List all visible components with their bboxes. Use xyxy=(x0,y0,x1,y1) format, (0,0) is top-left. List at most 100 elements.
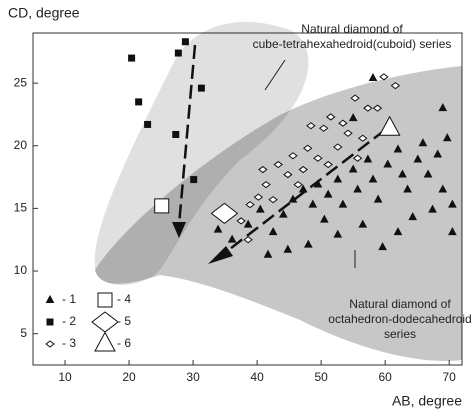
annotation-line: Natural diamond of xyxy=(301,22,403,36)
point xyxy=(348,164,358,173)
point xyxy=(181,38,189,46)
point xyxy=(448,199,457,208)
legend-marker xyxy=(45,340,55,348)
point xyxy=(283,244,293,253)
plot-frame xyxy=(32,32,463,366)
point xyxy=(390,81,401,90)
y-tick-label: 5 xyxy=(20,326,27,340)
point xyxy=(323,160,333,169)
legend-label: - 1 xyxy=(62,292,76,306)
point xyxy=(319,214,329,223)
point xyxy=(350,94,360,102)
legend-label: - 4 xyxy=(117,292,131,306)
point xyxy=(255,204,265,213)
point xyxy=(442,133,452,142)
x-tick-label: 40 xyxy=(250,370,264,384)
legend-marker xyxy=(94,331,116,352)
point xyxy=(279,209,288,218)
point xyxy=(393,144,403,153)
annotation-line: series xyxy=(384,327,416,341)
arrow-head xyxy=(172,222,186,238)
arrow-head xyxy=(208,246,233,264)
point xyxy=(368,73,378,82)
point xyxy=(352,154,363,162)
point xyxy=(372,104,383,112)
point xyxy=(326,113,336,121)
point xyxy=(428,204,437,213)
x-tick-label: 30 xyxy=(186,370,200,384)
point xyxy=(243,219,253,228)
cuboid-region xyxy=(94,21,309,285)
x-tick-label: 60 xyxy=(378,370,392,384)
point xyxy=(258,165,268,174)
point xyxy=(433,149,443,158)
point xyxy=(306,122,316,130)
point xyxy=(343,129,353,137)
point xyxy=(313,154,323,162)
point xyxy=(393,227,403,236)
point xyxy=(379,73,389,81)
point xyxy=(227,234,237,243)
point xyxy=(268,195,278,204)
x-tick-label: 20 xyxy=(122,370,136,384)
point xyxy=(438,184,448,193)
point xyxy=(253,193,264,201)
point xyxy=(418,138,428,147)
y-axis-label: CD, degree xyxy=(8,5,80,21)
point xyxy=(333,174,343,183)
point xyxy=(408,212,418,221)
legend-marker xyxy=(46,318,54,326)
point xyxy=(373,194,383,203)
x-tick-label: 10 xyxy=(58,370,72,384)
point xyxy=(313,179,323,188)
point xyxy=(273,160,283,169)
annotation-line: octahedron-dodecahedroid xyxy=(328,312,471,326)
point xyxy=(403,184,412,193)
point xyxy=(363,154,373,163)
point xyxy=(338,119,348,127)
point xyxy=(288,152,298,160)
legend-label: - 6 xyxy=(117,336,131,350)
octahedral-region xyxy=(95,66,462,361)
x-tick-label: 70 xyxy=(443,370,457,384)
point xyxy=(398,169,407,178)
point xyxy=(245,201,255,209)
point xyxy=(293,180,303,189)
point xyxy=(283,170,293,179)
point xyxy=(128,54,136,62)
y-tick-label: 20 xyxy=(14,138,28,152)
point xyxy=(333,143,343,151)
point xyxy=(303,239,313,248)
legend-label: - 2 xyxy=(62,314,76,328)
point xyxy=(438,103,448,112)
trend-arrow xyxy=(177,44,197,226)
annotation-line: Natural diamond of xyxy=(349,297,451,311)
point xyxy=(338,199,348,208)
point xyxy=(358,134,368,142)
annotation-pointer xyxy=(264,59,286,91)
point xyxy=(383,159,393,168)
y-tick-label: 15 xyxy=(14,201,28,215)
point xyxy=(448,227,457,236)
point xyxy=(154,198,170,214)
point xyxy=(190,176,198,184)
point xyxy=(358,219,368,228)
point xyxy=(413,154,423,163)
legend-label: - 3 xyxy=(62,336,76,350)
annotation-line: cube-tetrahexahedroid(cuboid) series xyxy=(253,37,452,51)
point xyxy=(302,144,313,152)
point xyxy=(308,199,318,208)
legend-label: - 5 xyxy=(117,314,131,328)
point xyxy=(210,202,239,225)
point xyxy=(318,124,329,132)
point xyxy=(378,115,401,136)
point xyxy=(368,174,378,183)
y-tick-label: 10 xyxy=(14,263,28,277)
legend-marker xyxy=(97,292,113,308)
point xyxy=(197,84,205,92)
point xyxy=(378,242,387,251)
x-axis-label: AB, degree xyxy=(392,393,462,409)
point xyxy=(298,165,308,174)
point xyxy=(298,184,308,193)
